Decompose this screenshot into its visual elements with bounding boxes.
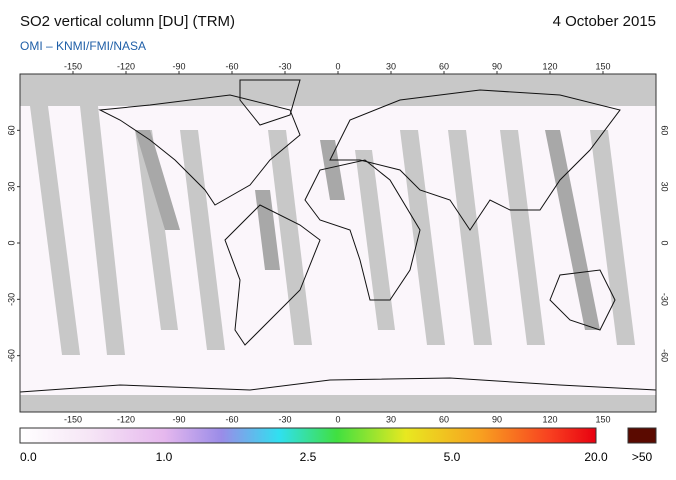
- title: SO2 vertical column [DU] (TRM): [20, 13, 235, 30]
- lat-tick-label-left: -60: [6, 349, 16, 362]
- polar-night: [20, 395, 656, 412]
- lat-tick-label-left: 0: [6, 240, 16, 245]
- colorbar-label: 2.5: [300, 450, 317, 464]
- colorbar-overflow: [627, 427, 657, 444]
- colorbar-label: 0.0: [20, 450, 37, 464]
- subtitle: OMI – KNMI/FMI/NASA: [20, 39, 146, 53]
- colorbar-label: 20.0: [584, 450, 608, 464]
- lon-tick-label-top: -150: [64, 61, 82, 71]
- orbit-overlap: [135, 130, 600, 330]
- lat-tick-label-right: 60: [660, 125, 670, 135]
- lat-tick-label-left: -30: [6, 293, 16, 306]
- lon-tick-label-top: 120: [542, 61, 557, 71]
- lon-tick-label-bottom: -30: [278, 414, 291, 424]
- ticks: -150 -150 -120 -120 -90 -90 -60 -60 -30 -30 0 0 30 30…: [6, 61, 669, 464]
- colorbar-label: 1.0: [156, 450, 173, 464]
- colorbar-label: 5.0: [444, 450, 461, 464]
- lat-tick-label-right: 0: [660, 240, 670, 245]
- lon-tick-label-bottom: -90: [172, 414, 185, 424]
- lon-tick-label-bottom: 0: [335, 414, 340, 424]
- coastlines: [20, 79, 656, 393]
- lat-tick-label-right: -30: [660, 293, 670, 306]
- lon-tick-label-top: -90: [172, 61, 185, 71]
- polar-night: [20, 74, 656, 106]
- lon-tick-label-top: -120: [117, 61, 135, 71]
- lon-tick-label-top: -60: [225, 61, 238, 71]
- lat-tick-label-left: 30: [6, 182, 16, 192]
- lon-tick-label-top: 30: [386, 61, 396, 71]
- lon-tick-label-bottom: 30: [386, 414, 396, 424]
- lon-tick-label-top: 90: [492, 61, 502, 71]
- lon-tick-label-bottom: 120: [542, 414, 557, 424]
- lon-tick-label-bottom: 150: [595, 414, 610, 424]
- lon-tick-label-bottom: -120: [117, 414, 135, 424]
- lon-tick-label-bottom: 90: [492, 414, 502, 424]
- map: [20, 74, 656, 412]
- map-background: [20, 74, 656, 412]
- lat-tick-label-right: -60: [660, 349, 670, 362]
- lon-tick-label-bottom: -60: [225, 414, 238, 424]
- lon-tick-label-top: 60: [439, 61, 449, 71]
- colorbar: [19, 427, 597, 444]
- date: 4 October 2015: [553, 13, 656, 30]
- colorbar-overflow-label: >50: [632, 450, 653, 464]
- lat-tick-label-right: 30: [660, 182, 670, 192]
- lon-tick-label-top: -30: [278, 61, 291, 71]
- lon-tick-label-bottom: -150: [64, 414, 82, 424]
- lon-tick-label-top: 0: [335, 61, 340, 71]
- lat-tick-label-left: 60: [6, 125, 16, 135]
- orbit-gaps: [30, 106, 635, 355]
- lon-tick-label-bottom: 60: [439, 414, 449, 424]
- lon-tick-label-top: 150: [595, 61, 610, 71]
